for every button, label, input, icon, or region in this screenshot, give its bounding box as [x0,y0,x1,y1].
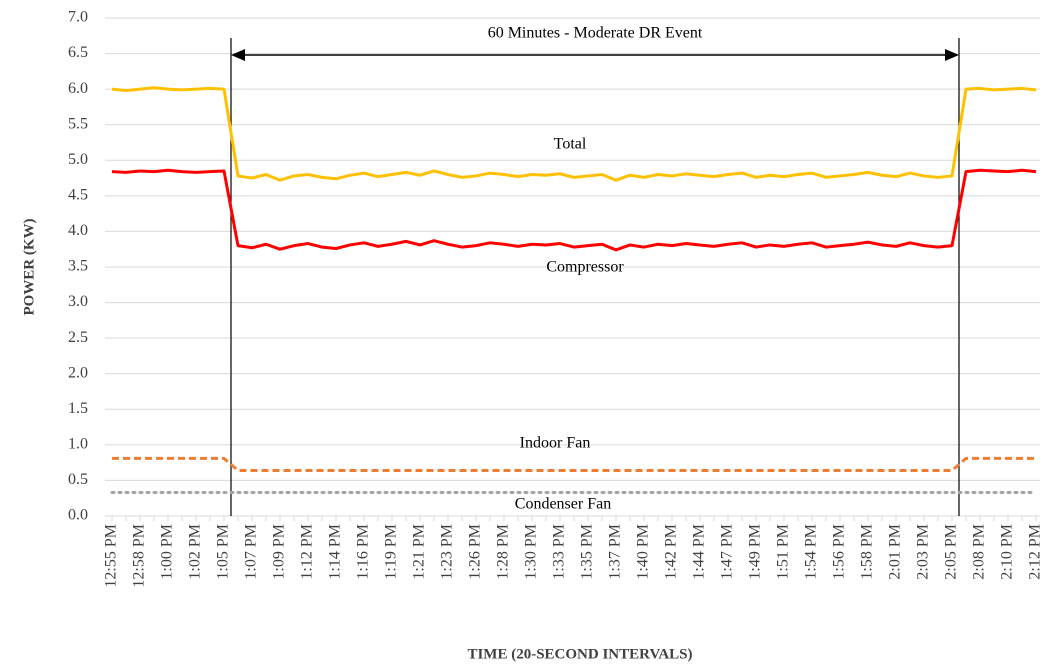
x-tick-label: 2:03 PM [915,524,932,580]
series-label: Total [554,136,587,153]
x-tick-label: 1:30 PM [523,524,540,580]
x-tick-label: 1:49 PM [747,524,764,580]
x-tick-label: 1:21 PM [411,524,428,580]
arrow-head [945,49,959,61]
y-tick-label: 6.5 [68,44,88,61]
x-tick-label: 2:10 PM [999,524,1016,580]
y-tick-label: 3.5 [68,258,88,275]
y-tick-label: 0.0 [68,507,88,524]
x-axis-title: TIME (20-SECOND INTERVALS) [467,646,692,662]
y-tick-label: 2.5 [68,329,88,346]
x-tick-label: 1:33 PM [551,524,568,580]
series-label: Indoor Fan [520,435,591,452]
x-tick-label: 1:28 PM [495,524,512,580]
x-tick-label: 1:07 PM [243,524,260,580]
series-line [111,86,1037,182]
x-tick-label: 1:35 PM [579,524,596,580]
x-tick-label: 1:14 PM [327,524,344,580]
x-tick-label: 12:55 PM [103,524,120,588]
x-tick-label: 1:47 PM [719,524,736,580]
y-tick-label: 2.0 [68,364,88,381]
y-tick-label: 3.0 [68,293,88,310]
x-tick-label: 2:08 PM [971,524,988,580]
series-line [112,456,1036,472]
x-tick-label: 1:02 PM [187,524,204,580]
y-tick-label: 7.0 [68,9,88,26]
x-tick-label: 12:58 PM [131,524,148,588]
x-tick-label: 1:19 PM [383,524,400,580]
x-tick-label: 1:58 PM [859,524,876,580]
y-axis-title: POWER (KW) [21,218,37,315]
series-label: Compressor [546,259,624,276]
x-tick-label: 1:26 PM [467,524,484,580]
arrow-head [231,49,245,61]
series-label: Condenser Fan [515,496,611,513]
x-tick-label: 1:44 PM [691,524,708,580]
x-tick-label: 1:54 PM [803,524,820,580]
x-tick-label: 1:05 PM [215,524,232,580]
x-tick-label: 1:23 PM [439,524,456,580]
y-tick-label: 4.0 [68,222,88,239]
x-tick-label: 1:51 PM [775,524,792,580]
y-tick-label: 4.5 [68,187,88,204]
event-annotation: 60 Minutes - Moderate DR Event [488,25,703,42]
x-tick-label: 1:42 PM [663,524,680,580]
x-tick-label: 1:16 PM [355,524,372,580]
x-tick-label: 1:00 PM [159,524,176,580]
y-tick-label: 5.5 [68,115,88,132]
y-tick-label: 6.0 [68,80,88,97]
series-line [111,168,1037,252]
x-tick-label: 1:12 PM [299,524,316,580]
x-tick-label: 1:40 PM [635,524,652,580]
x-tick-label: 2:12 PM [1027,524,1042,580]
y-tick-label: 0.5 [68,471,88,488]
y-tick-label: 1.0 [68,436,88,453]
y-tick-label: 1.5 [68,400,88,417]
x-tick-label: 1:09 PM [271,524,288,580]
x-tick-label: 2:01 PM [887,524,904,580]
x-tick-label: 1:56 PM [831,524,848,580]
x-tick-label: 2:05 PM [943,524,960,580]
y-tick-label: 5.0 [68,151,88,168]
x-tick-label: 1:37 PM [607,524,624,580]
